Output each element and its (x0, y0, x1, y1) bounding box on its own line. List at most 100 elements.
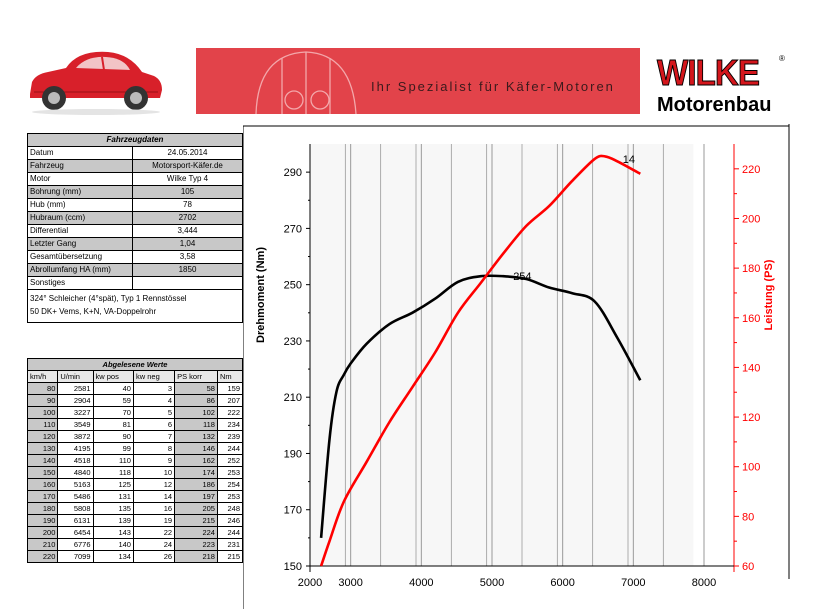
readings-cell: 100 (26, 406, 59, 419)
left-axis-tick-label: 210 (284, 392, 302, 404)
vehicle-data-label: Sonstiges (27, 276, 133, 290)
right-axis-tick-label: 160 (742, 313, 760, 325)
readings-cell: 59 (92, 394, 134, 407)
readings-cell: 130 (26, 442, 59, 455)
readings-row: 130 4195 99 8 146 244 (26, 442, 244, 455)
readings-row: 180 5808 135 16 205 248 (26, 502, 244, 515)
vehicle-data-value: 24.05.2014 (132, 146, 243, 160)
vehicle-data-label: Motor (27, 172, 133, 186)
vehicle-data-row: Datum 24.05.2014 (27, 146, 243, 160)
readings-cell: 210 (26, 538, 59, 551)
left-axis-tick-label: 190 (284, 448, 302, 460)
readings-cell: 174 (174, 466, 218, 479)
readings-cell: 205 (174, 502, 218, 515)
readings-cell: 222 (216, 406, 244, 419)
readings-cell: 244 (216, 442, 244, 455)
readings-cell: 143 (92, 526, 134, 539)
readings-cell: 40 (92, 382, 134, 395)
readings-cell: 12 (132, 478, 176, 491)
readings-cell: 22 (132, 526, 176, 539)
right-axis-tick-label: 60 (742, 561, 754, 573)
vehicle-data-value: 105 (132, 185, 243, 199)
vehicle-data-value: 2702 (132, 211, 243, 225)
vehicle-data-row: Letzter Gang 1,04 (27, 237, 243, 251)
readings-cell: 234 (216, 418, 244, 431)
vehicle-data-value (132, 276, 243, 290)
readings-cell: 9 (132, 454, 176, 467)
readings-cell: 110 (26, 418, 59, 431)
readings-cell: 186 (174, 478, 218, 491)
readings-cell: 215 (174, 514, 218, 527)
left-axis-tick-label: 230 (284, 336, 302, 348)
readings-column-header: kw pos (92, 370, 134, 383)
wilke-logo: WILKE (657, 52, 761, 93)
readings-cell: 118 (174, 418, 218, 431)
readings-cell: 102 (174, 406, 218, 419)
readings-cell: 6131 (57, 514, 94, 527)
readings-cell: 125 (92, 478, 134, 491)
right-axis-tick-label: 180 (742, 263, 760, 275)
vehicle-data-label: Abrollumfang HA (mm) (27, 263, 133, 277)
readings-cell: 86 (174, 394, 218, 407)
left-axis-tick-label: 150 (284, 561, 302, 573)
readings-cell: 26 (132, 550, 176, 563)
readings-row: 110 3549 81 6 118 234 (26, 418, 244, 431)
readings-header-row: km/h U/min kw pos kw neg PS korr Nm (26, 370, 244, 383)
left-axis-tick-label: 170 (284, 505, 302, 517)
readings-cell: 7099 (57, 550, 94, 563)
readings-row: 120 3872 90 7 132 239 (26, 430, 244, 443)
vehicle-data-row: Sonstiges (27, 276, 243, 290)
readings-cell: 70 (92, 406, 134, 419)
readings-cell: 140 (26, 454, 59, 467)
readings-cell: 244 (216, 526, 244, 539)
x-axis-tick-label: 2000 (298, 577, 322, 589)
readings-cell: 207 (216, 394, 244, 407)
vehicle-data-value: Motorsport-Käfer.de (132, 159, 243, 173)
readings-cell: 4195 (57, 442, 94, 455)
readings-cell: 253 (216, 466, 244, 479)
vehicle-data-row: Bohrung (mm) 105 (27, 185, 243, 199)
readings-row: 160 5163 125 12 186 254 (26, 478, 244, 491)
x-axis-tick-label: 6000 (550, 577, 574, 589)
vehicle-data-label: Letzter Gang (27, 237, 133, 251)
readings-cell: 239 (216, 430, 244, 443)
readings-cell: 162 (174, 454, 218, 467)
readings-cell: 80 (26, 382, 59, 395)
readings-cell: 223 (174, 538, 218, 551)
readings-cell: 5808 (57, 502, 94, 515)
vehicle-data-row: Gesamtübersetzung 3,58 (27, 250, 243, 264)
readings-row: 80 2581 40 3 58 159 (26, 382, 244, 395)
vehicle-notes: 324° Schleicher (4°spät), Typ 1 Rennstös… (27, 289, 243, 323)
vehicle-data-value: 3,444 (132, 224, 243, 238)
readings-row: 200 6454 143 22 224 244 (26, 526, 244, 539)
readings-row: 170 5486 131 14 197 253 (26, 490, 244, 503)
vehicle-data-table: Fahrzeugdaten Datum 24.05.2014 Fahrzeug Mot… (27, 133, 243, 323)
vehicle-data-value: Wilke Typ 4 (132, 172, 243, 186)
x-axis-tick-label: 8000 (692, 577, 716, 589)
right-axis-tick-label: 80 (742, 511, 754, 523)
readings-cell: 218 (174, 550, 218, 563)
readings-cell: 2904 (57, 394, 94, 407)
readings-cell: 197 (174, 490, 218, 503)
vehicle-data-label: Bohrung (mm) (27, 185, 133, 199)
readings-row: 150 4840 118 10 174 253 (26, 466, 244, 479)
readings-cell: 253 (216, 490, 244, 503)
vehicle-data-value: 1,04 (132, 237, 243, 251)
readings-column-header: kw neg (132, 370, 176, 383)
left-axis-label: Drehmoment (Nm) (255, 247, 267, 343)
red-beetle-car-image (30, 51, 162, 115)
readings-cell: 170 (26, 490, 59, 503)
right-axis-tick-label: 140 (742, 362, 760, 374)
readings-cell: 134 (92, 550, 134, 563)
readings-row: 140 4518 110 9 162 252 (26, 454, 244, 467)
power-curve (319, 154, 641, 567)
readings-row: 190 6131 139 19 215 246 (26, 514, 244, 527)
vehicle-data-value: 3,58 (132, 250, 243, 264)
readings-cell: 139 (92, 514, 134, 527)
vehicle-data-value: 78 (132, 198, 243, 212)
vehicle-data-label: Differential (27, 224, 133, 238)
readings-cell: 81 (92, 418, 134, 431)
readings-cell: 200 (26, 526, 59, 539)
readings-cell: 3 (132, 382, 176, 395)
vehicle-data-label: Gesamtübersetzung (27, 250, 133, 264)
